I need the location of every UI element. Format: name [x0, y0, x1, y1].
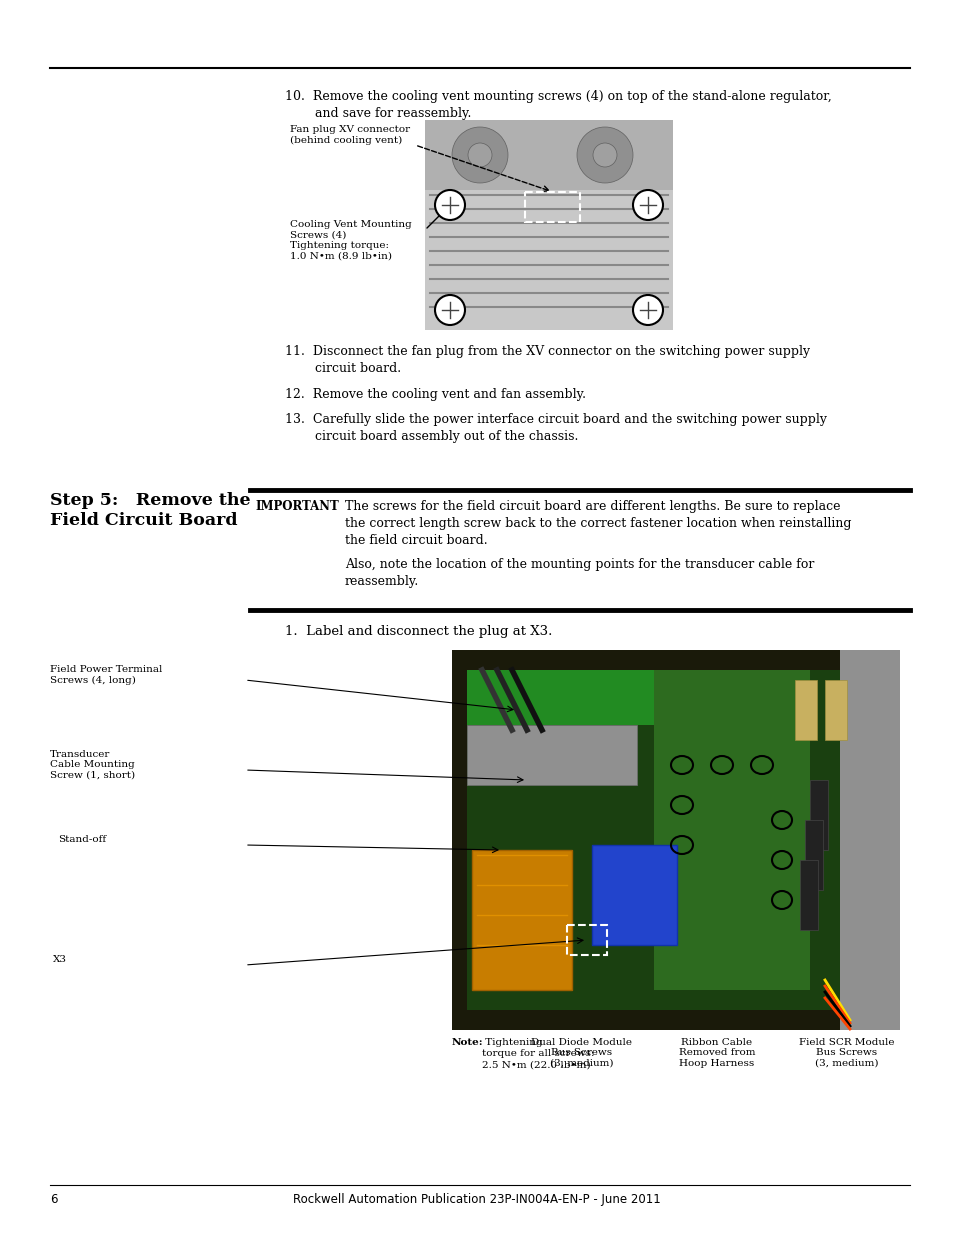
Bar — [467, 725, 637, 785]
Bar — [804, 820, 822, 890]
Circle shape — [577, 127, 633, 183]
Text: Dual Diode Module
Bus Screws
(3, medium): Dual Diode Module Bus Screws (3, medium) — [531, 1037, 632, 1068]
Text: Transducer
Cable Mounting
Screw (1, short): Transducer Cable Mounting Screw (1, shor… — [50, 750, 135, 779]
Bar — [467, 671, 690, 725]
Text: circuit board assembly out of the chassis.: circuit board assembly out of the chassi… — [314, 430, 578, 443]
Bar — [653, 671, 809, 990]
Text: and save for reassembly.: and save for reassembly. — [314, 107, 471, 120]
Text: Fan plug XV connector
(behind cooling vent): Fan plug XV connector (behind cooling ve… — [290, 125, 410, 144]
Bar — [467, 671, 884, 1010]
Bar — [472, 850, 572, 990]
Text: Step 5: Remove the: Step 5: Remove the — [50, 492, 251, 509]
Circle shape — [633, 295, 662, 325]
Bar — [424, 120, 672, 190]
Text: circuit board.: circuit board. — [314, 362, 400, 375]
Bar — [452, 650, 899, 1030]
Bar — [524, 191, 579, 222]
Text: Stand-off: Stand-off — [58, 835, 106, 844]
Bar — [424, 120, 672, 330]
Text: 12.  Remove the cooling vent and fan assembly.: 12. Remove the cooling vent and fan asse… — [285, 388, 585, 401]
Text: X3: X3 — [53, 955, 67, 965]
Bar — [840, 650, 899, 1030]
Text: Cooling Vent Mounting
Screws (4)
Tightening torque:
1.0 N•m (8.9 lb•in): Cooling Vent Mounting Screws (4) Tighten… — [290, 220, 412, 261]
Text: 11.  Disconnect the fan plug from the XV connector on the switching power supply: 11. Disconnect the fan plug from the XV … — [285, 345, 809, 358]
Text: Field Circuit Board: Field Circuit Board — [50, 513, 237, 529]
Text: 13.  Carefully slide the power interface circuit board and the switching power s: 13. Carefully slide the power interface … — [285, 412, 826, 426]
Text: The screws for the field circuit board are different lengths. Be sure to replace: The screws for the field circuit board a… — [345, 500, 851, 547]
Bar — [800, 860, 817, 930]
Circle shape — [452, 127, 507, 183]
Circle shape — [435, 190, 464, 220]
Text: Field Power Terminal
Screws (4, long): Field Power Terminal Screws (4, long) — [50, 664, 162, 684]
Text: 6: 6 — [50, 1193, 57, 1207]
Text: Ribbon Cable
Removed from
Hoop Harness: Ribbon Cable Removed from Hoop Harness — [678, 1037, 755, 1068]
Bar — [794, 680, 816, 740]
Text: 10.  Remove the cooling vent mounting screws (4) on top of the stand-alone regul: 10. Remove the cooling vent mounting scr… — [285, 90, 831, 103]
Bar — [592, 845, 677, 945]
Circle shape — [633, 190, 662, 220]
Text: 1.  Label and disconnect the plug at X3.: 1. Label and disconnect the plug at X3. — [285, 625, 552, 638]
Text: Also, note the location of the mounting points for the transducer cable for
reas: Also, note the location of the mounting … — [345, 558, 814, 588]
Bar — [824, 680, 846, 740]
Circle shape — [468, 143, 492, 167]
Text: Rockwell Automation Publication 23P-IN004A-EN-P - June 2011: Rockwell Automation Publication 23P-IN00… — [293, 1193, 660, 1207]
Circle shape — [593, 143, 617, 167]
Text: IMPORTANT: IMPORTANT — [254, 500, 338, 513]
Bar — [809, 781, 827, 850]
Text: Note:: Note: — [452, 1037, 483, 1047]
Text: Field SCR Module
Bus Screws
(3, medium): Field SCR Module Bus Screws (3, medium) — [799, 1037, 894, 1068]
Text: Tightening
torque for all screws:
2.5 N•m (22.0 lb•in): Tightening torque for all screws: 2.5 N•… — [481, 1037, 594, 1070]
Bar — [566, 925, 606, 955]
Circle shape — [435, 295, 464, 325]
